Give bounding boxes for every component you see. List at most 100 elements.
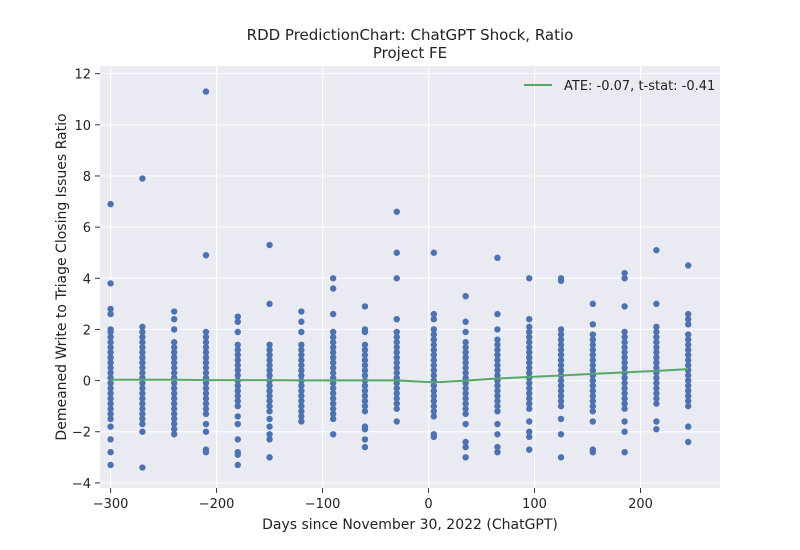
scatter-point <box>202 405 210 412</box>
scatter-point <box>202 252 210 259</box>
scatter-point <box>557 377 565 384</box>
scatter-point <box>202 369 210 377</box>
scatter-point <box>298 318 305 325</box>
scatter-point <box>361 351 369 359</box>
scatter-point <box>202 339 210 346</box>
scatter-point <box>685 321 692 328</box>
scatter-point <box>462 339 469 346</box>
scatter-point <box>139 349 146 356</box>
scatter-point <box>685 392 692 400</box>
scatter-point <box>234 313 241 320</box>
scatter-point <box>298 397 305 405</box>
scatter-point <box>202 344 210 351</box>
scatter-point <box>298 408 305 415</box>
scatter-point <box>234 461 241 469</box>
scatter-point <box>653 339 660 346</box>
scatter-point <box>589 331 597 338</box>
scatter-point <box>653 246 660 254</box>
scatter-point <box>139 400 146 407</box>
scatter-point <box>329 275 337 282</box>
scatter-point <box>462 369 469 377</box>
scatter-point <box>685 336 692 343</box>
scatter-point <box>107 310 114 318</box>
scatter-point <box>329 344 337 351</box>
scatter-point <box>526 364 533 371</box>
scatter-point <box>329 285 337 292</box>
scatter-point <box>202 448 210 456</box>
scatter-point <box>170 359 178 366</box>
scatter-point <box>266 387 273 395</box>
scatter-point <box>266 431 273 438</box>
scatter-point <box>361 436 369 443</box>
scatter-point <box>557 392 565 400</box>
scatter-point <box>139 364 146 371</box>
scatter-point <box>234 382 241 389</box>
scatter-point <box>139 395 146 402</box>
scatter-point <box>107 280 114 287</box>
scatter-point <box>107 405 114 412</box>
scatter-point <box>621 374 628 382</box>
scatter-point <box>170 308 178 315</box>
scatter-point <box>298 387 305 395</box>
scatter-point <box>329 415 337 423</box>
scatter-point <box>557 431 565 438</box>
scatter-point <box>494 346 501 354</box>
scatter-point <box>430 326 438 333</box>
scatter-point <box>361 328 369 336</box>
scatter-point <box>139 344 146 351</box>
scatter-point <box>557 341 565 348</box>
scatter-point <box>393 359 400 366</box>
scatter-point <box>526 275 533 282</box>
scatter-point <box>526 359 533 366</box>
scatter-point <box>329 390 337 397</box>
scatter-point <box>107 328 114 336</box>
scatter-point <box>557 356 565 364</box>
scatter-point <box>621 400 628 407</box>
scatter-point <box>462 318 469 325</box>
scatter-point <box>430 367 438 374</box>
scatter-point <box>621 428 628 435</box>
scatter-point <box>685 382 692 389</box>
scatter-point <box>462 292 469 300</box>
scatter-point <box>266 454 273 461</box>
scatter-point <box>329 431 337 438</box>
scatter-point <box>557 367 565 374</box>
scatter-point <box>329 354 337 361</box>
scatter-point <box>298 356 305 364</box>
scatter-point <box>462 454 469 461</box>
scatter-point <box>589 397 597 405</box>
scatter-point <box>653 425 660 433</box>
scatter-point <box>234 328 241 336</box>
scatter-point <box>234 346 241 354</box>
scatter-point <box>139 385 146 392</box>
scatter-point <box>266 408 273 415</box>
scatter-point <box>170 349 178 356</box>
scatter-point <box>621 339 628 346</box>
axis-ticks: −300 −200 −100 0 100 200 −4 −2 0 2 4 6 8 10 12 <box>72 68 653 512</box>
scatter-point <box>526 390 533 397</box>
scatter-point <box>430 392 438 400</box>
scatter-point <box>430 408 438 415</box>
scatter-point <box>653 379 660 387</box>
scatter-point <box>266 372 273 379</box>
scatter-point <box>589 300 597 308</box>
legend: ATE: -0.07, t-stat: -0.41 <box>524 79 715 94</box>
scatter-point <box>170 405 178 412</box>
scatter-point <box>361 387 369 395</box>
scatter-point <box>621 379 628 387</box>
scatter-point <box>139 359 146 366</box>
scatter-point <box>494 326 501 333</box>
scatter-point <box>526 446 533 453</box>
scatter-point <box>202 385 210 392</box>
scatter-point <box>170 390 178 397</box>
scatter-point <box>139 328 146 336</box>
scatter-point <box>170 425 178 433</box>
scatter-point <box>361 397 369 405</box>
x-tick-label: 200 <box>628 497 653 512</box>
scatter-point <box>430 336 438 343</box>
scatter-point <box>589 346 597 354</box>
x-tick-label: −300 <box>93 497 129 512</box>
scatter-point <box>234 451 241 458</box>
scatter-point <box>621 405 628 412</box>
scatter-point <box>170 420 178 428</box>
